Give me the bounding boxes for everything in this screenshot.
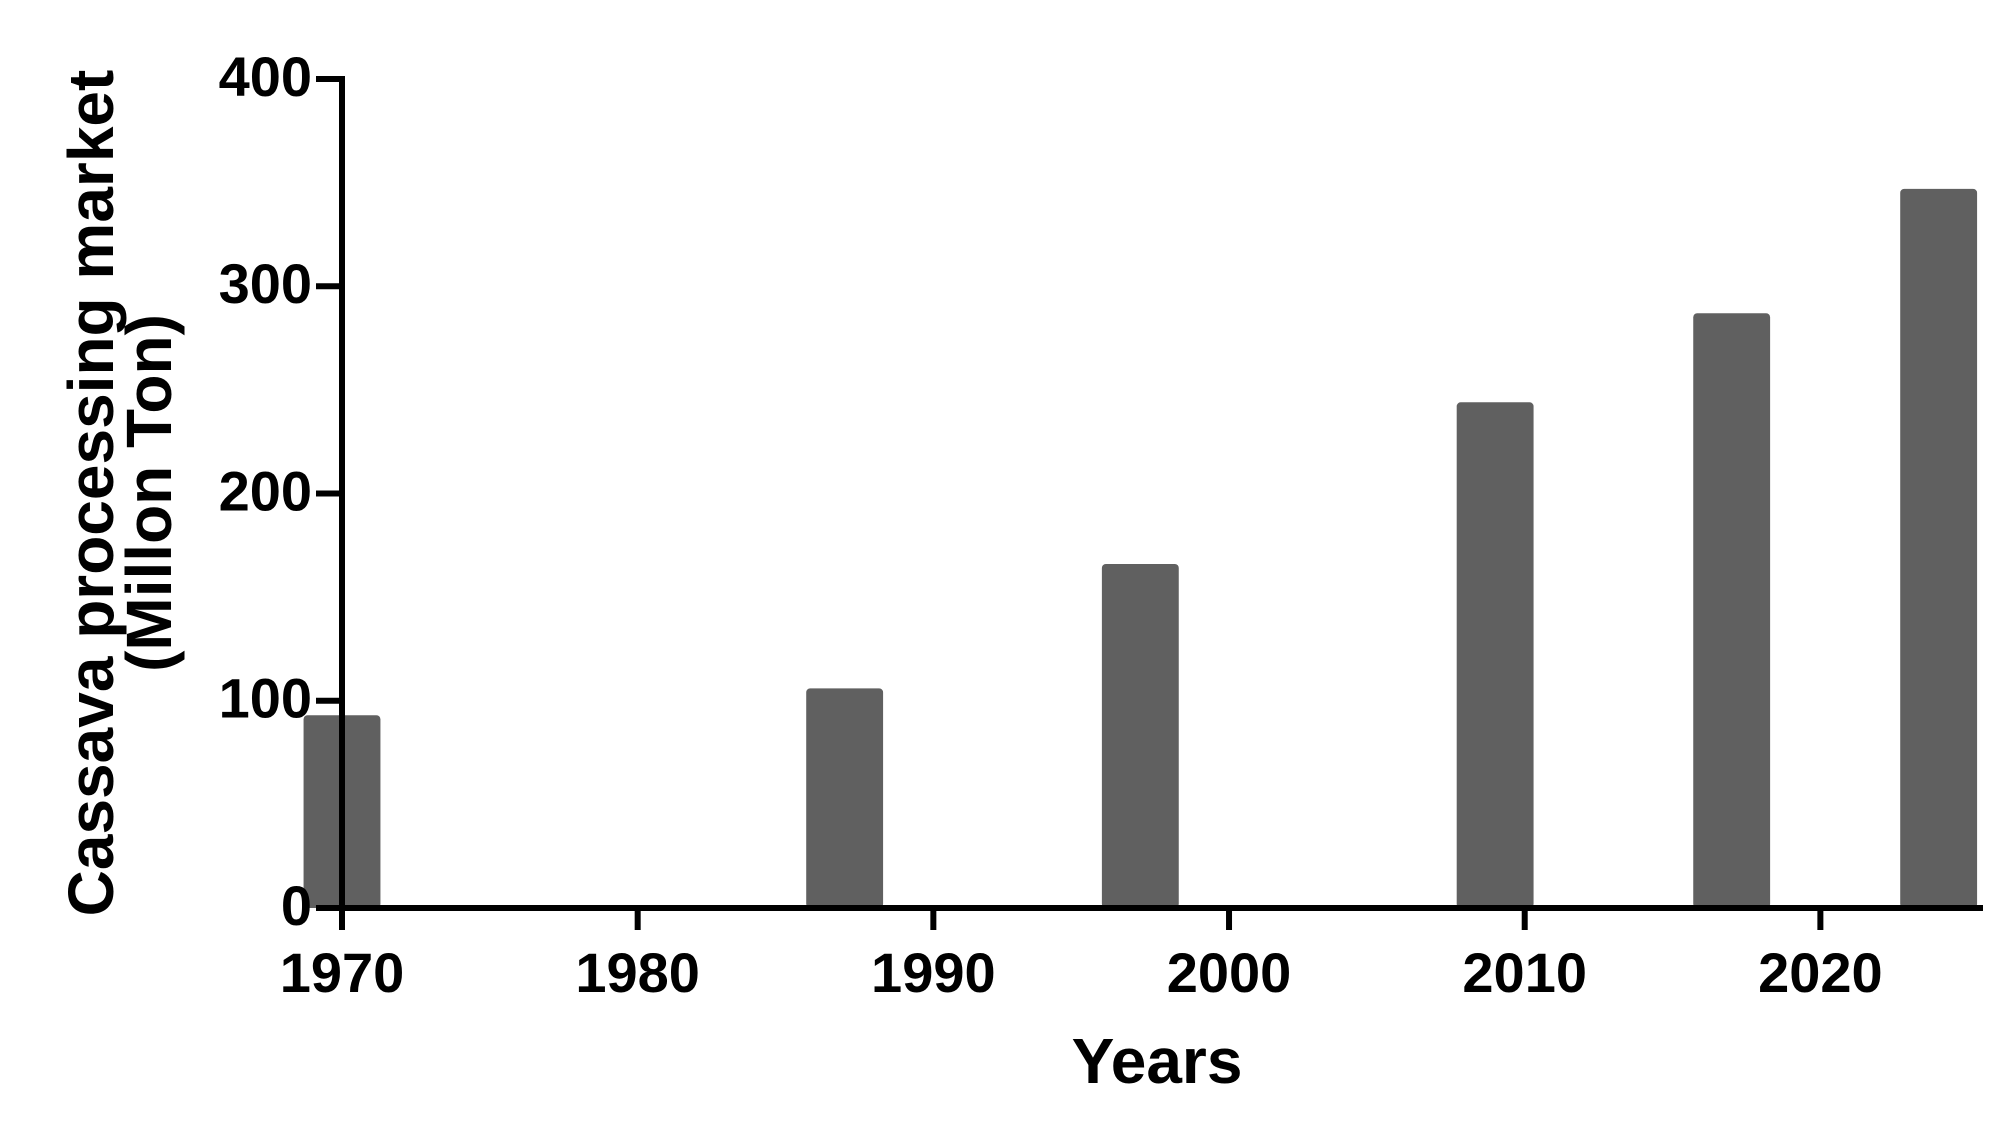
y-tick-label: 100	[219, 667, 312, 730]
bar	[1900, 188, 1978, 908]
x-tick-label: 2020	[1758, 941, 1883, 1004]
x-tick-label: 1990	[871, 941, 996, 1004]
bar	[1693, 313, 1771, 908]
bar	[1456, 402, 1534, 908]
x-tick-label: 1980	[575, 941, 700, 1004]
y-axis-title: (Millon Ton)	[113, 314, 185, 672]
x-axis-title: Years	[1072, 1025, 1243, 1097]
x-tick-label: 2000	[1167, 941, 1292, 1004]
y-tick-label: 0	[281, 874, 312, 937]
y-tick-label: 300	[219, 252, 312, 315]
y-axis-title: Cassava processing market	[55, 70, 127, 917]
y-tick-label: 200	[219, 459, 312, 522]
x-tick-label: 2010	[1462, 941, 1587, 1004]
bar	[806, 688, 884, 908]
bar	[1101, 563, 1179, 908]
y-tick-label: 400	[219, 45, 312, 108]
x-tick-label: 1970	[280, 941, 405, 1004]
